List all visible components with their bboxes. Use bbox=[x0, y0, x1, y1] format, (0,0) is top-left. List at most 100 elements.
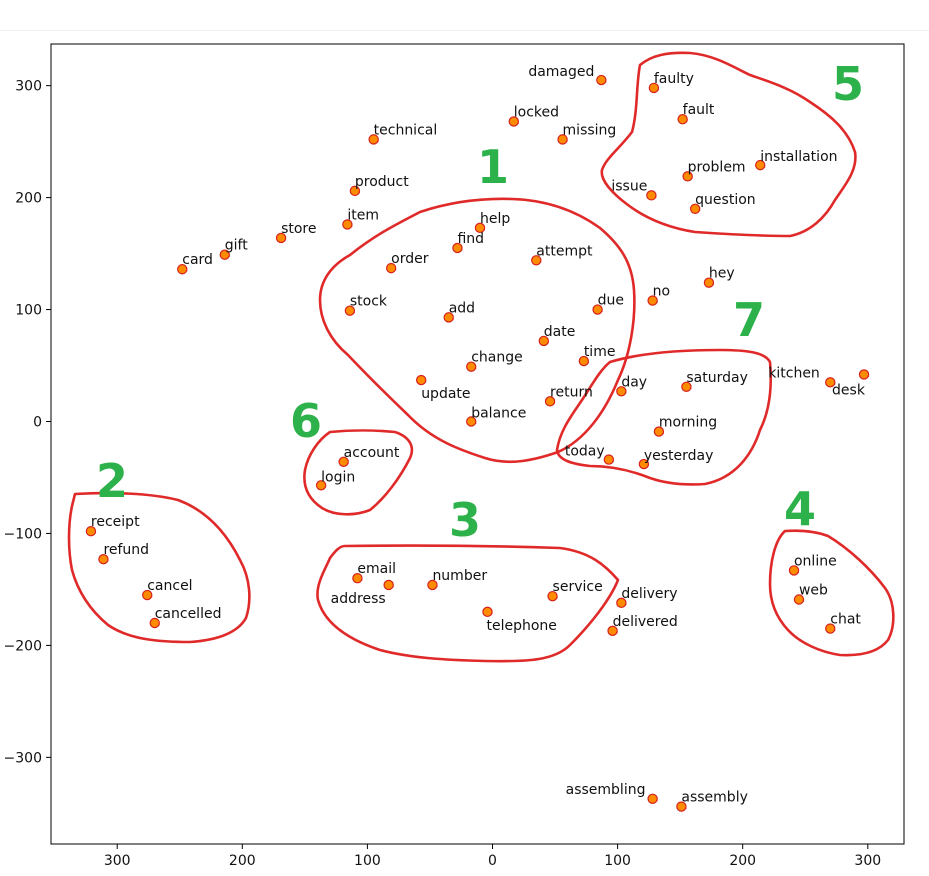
data-point: online bbox=[788, 553, 837, 576]
data-point: receipt bbox=[85, 514, 140, 537]
data-point: delivered bbox=[607, 614, 678, 637]
point-label: service bbox=[553, 579, 603, 595]
point-marker bbox=[85, 526, 97, 537]
point-marker bbox=[647, 295, 658, 306]
point-label: cancel bbox=[147, 578, 192, 594]
point-marker bbox=[531, 255, 542, 266]
x-tick-label: 200 bbox=[729, 853, 756, 869]
point-marker bbox=[689, 203, 701, 214]
point-label: assembly bbox=[681, 790, 747, 806]
point-label: login bbox=[321, 469, 355, 485]
point-label: time bbox=[584, 344, 616, 360]
plot-frame bbox=[50, 43, 905, 845]
point-marker bbox=[149, 617, 160, 629]
point-marker bbox=[596, 74, 607, 86]
data-point: fault bbox=[677, 102, 715, 125]
data-point: yesterday bbox=[638, 448, 713, 470]
data-point: product bbox=[349, 174, 409, 197]
point-label: receipt bbox=[91, 514, 140, 530]
point-label: faulty bbox=[654, 71, 694, 87]
data-point: desk bbox=[832, 369, 870, 398]
point-marker bbox=[825, 377, 836, 388]
data-point: telephone bbox=[482, 606, 557, 634]
point-marker bbox=[466, 416, 477, 427]
x-tick-label: 200 bbox=[229, 853, 256, 869]
point-marker bbox=[603, 454, 615, 465]
data-point: question bbox=[689, 192, 756, 214]
point-label: account bbox=[344, 445, 400, 461]
data-point: day bbox=[616, 374, 647, 397]
point-marker bbox=[557, 134, 568, 145]
cluster-outline-1 bbox=[318, 197, 636, 464]
point-label: assembling bbox=[566, 782, 646, 798]
point-marker bbox=[452, 242, 463, 254]
x-tick-label: 100 bbox=[354, 853, 381, 869]
data-point: installation bbox=[755, 149, 838, 171]
cluster-number-label: 5 bbox=[832, 57, 864, 111]
data-point: address bbox=[331, 579, 394, 607]
point-label: problem bbox=[688, 159, 746, 175]
point-marker bbox=[677, 114, 688, 125]
point-label: add bbox=[449, 300, 475, 316]
data-point: change bbox=[466, 350, 523, 372]
cluster-outline-7 bbox=[555, 348, 772, 486]
x-tick-label: 100 bbox=[604, 853, 631, 869]
point-marker bbox=[474, 222, 486, 234]
point-marker bbox=[544, 396, 556, 407]
y-tick-label: 100 bbox=[15, 303, 42, 319]
point-marker bbox=[858, 369, 870, 380]
point-marker bbox=[219, 249, 230, 260]
point-marker bbox=[547, 590, 558, 602]
point-marker bbox=[142, 589, 153, 601]
point-label: no bbox=[653, 284, 670, 300]
data-point: number bbox=[427, 568, 487, 591]
data-point: item bbox=[342, 207, 379, 230]
data-point: update bbox=[415, 374, 471, 402]
data-point: help bbox=[474, 211, 510, 234]
data-point: find bbox=[452, 231, 484, 254]
point-marker bbox=[338, 456, 349, 468]
point-label: fault bbox=[683, 102, 715, 118]
point-label: email bbox=[357, 561, 396, 577]
point-label: morning bbox=[659, 415, 717, 431]
point-marker bbox=[682, 171, 693, 182]
data-point: gift bbox=[219, 238, 248, 260]
data-point: service bbox=[547, 579, 603, 602]
point-marker bbox=[648, 82, 660, 94]
x-tick-label: 0 bbox=[488, 853, 497, 869]
cluster-number-label: 1 bbox=[477, 140, 509, 194]
data-point: cancel bbox=[142, 578, 193, 601]
point-marker bbox=[638, 458, 650, 470]
point-label: missing bbox=[563, 122, 617, 138]
data-point: stock bbox=[344, 294, 388, 316]
point-label: desk bbox=[832, 382, 866, 398]
y-tick-label: −300 bbox=[4, 750, 42, 766]
cluster-outline-2 bbox=[67, 491, 251, 644]
point-marker bbox=[383, 579, 394, 591]
point-marker bbox=[275, 232, 287, 244]
data-point: assembling bbox=[566, 782, 658, 804]
data-point: locked bbox=[508, 104, 559, 127]
cluster-outline-6 bbox=[303, 429, 414, 516]
data-point: faulty bbox=[648, 71, 694, 94]
point-label: delivery bbox=[621, 586, 677, 602]
cluster-outlines bbox=[67, 51, 895, 663]
point-marker bbox=[788, 565, 800, 576]
point-label: today bbox=[565, 444, 605, 460]
data-point: delivery bbox=[616, 586, 678, 609]
point-marker bbox=[352, 573, 363, 584]
point-marker bbox=[676, 801, 687, 812]
point-marker bbox=[616, 386, 627, 397]
cluster-outline-3 bbox=[316, 544, 620, 663]
data-point: morning bbox=[653, 415, 717, 437]
point-marker bbox=[646, 190, 657, 201]
cluster-labels: 1 2 3 4 5 6 7 bbox=[96, 57, 864, 547]
point-marker bbox=[681, 381, 692, 392]
point-label: web bbox=[799, 583, 828, 599]
point-marker bbox=[538, 335, 549, 347]
data-point: attempt bbox=[531, 243, 593, 266]
data-point: login bbox=[315, 469, 355, 491]
point-label: delivered bbox=[613, 614, 678, 630]
data-point: card bbox=[177, 252, 213, 275]
